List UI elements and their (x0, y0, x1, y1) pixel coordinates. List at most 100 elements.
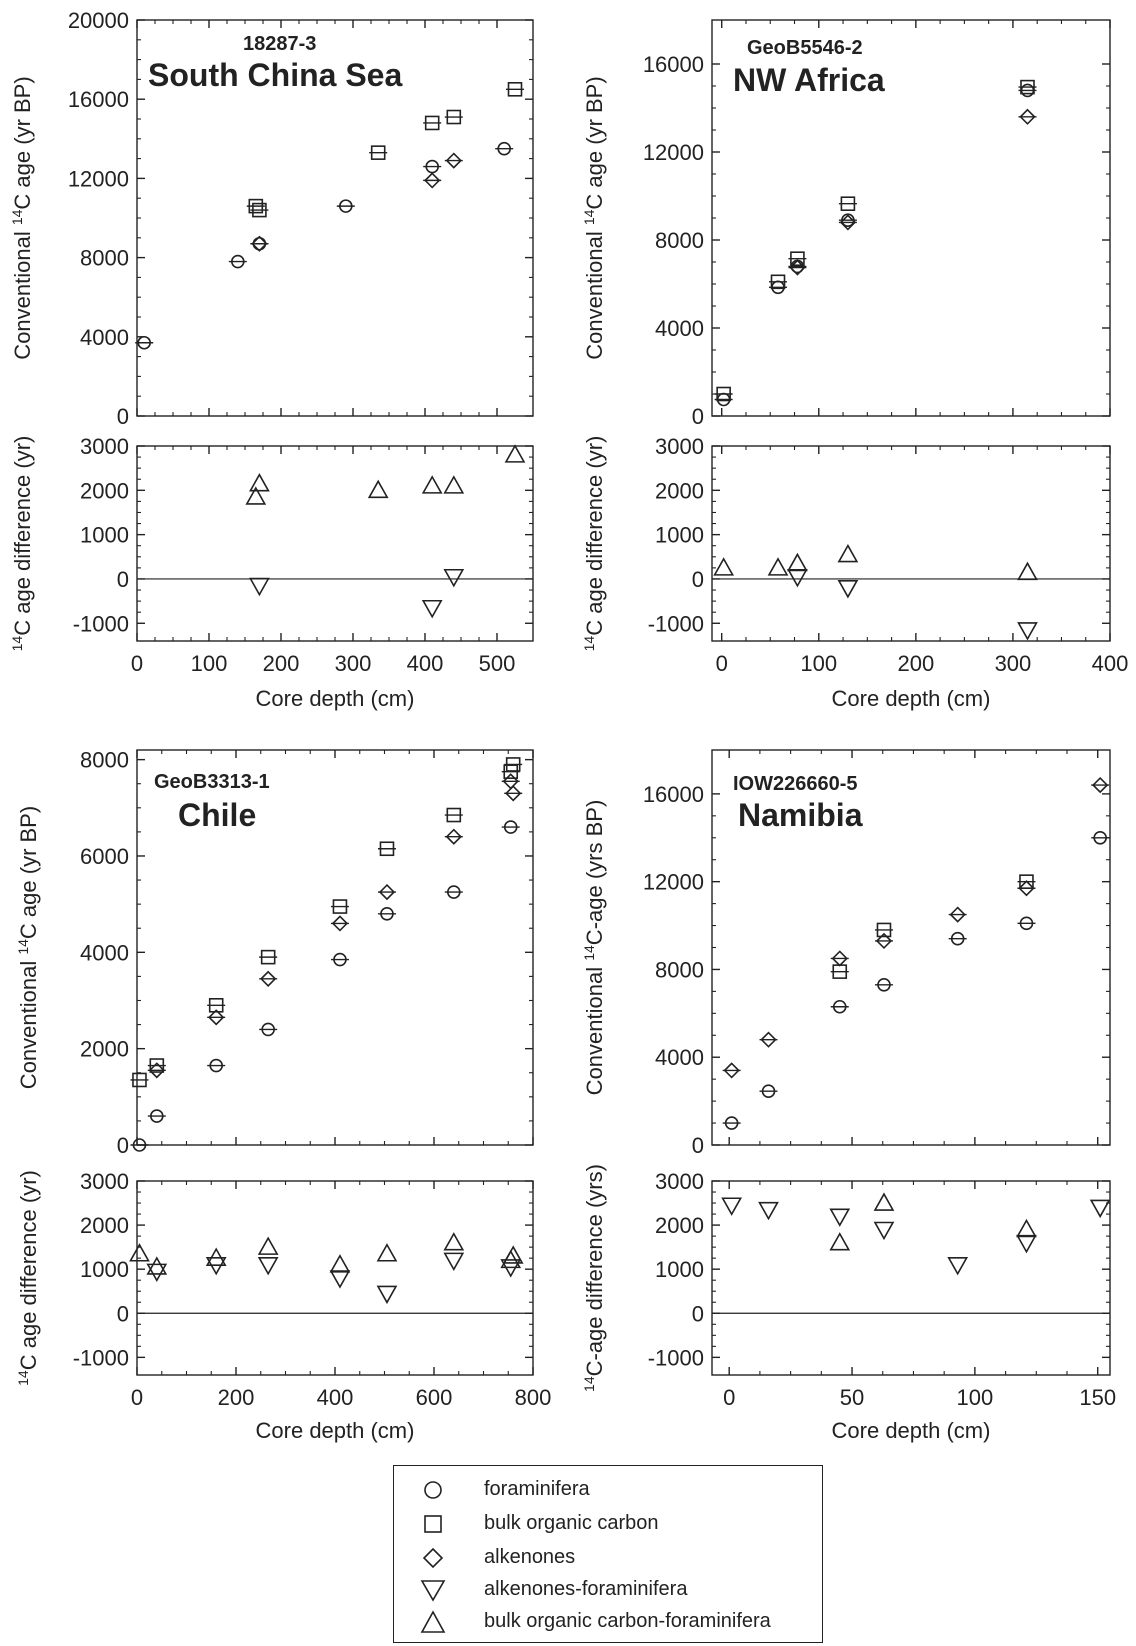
data-point-triangle-down (1017, 622, 1038, 641)
y-tick-label: 4000 (80, 940, 129, 965)
data-point-diamond (760, 1031, 777, 1048)
x-tick-label: 150 (1079, 1385, 1116, 1410)
x-tick-label: 0 (131, 1385, 143, 1410)
data-point-diamond (445, 152, 462, 169)
y-tick-label: 4000 (80, 325, 129, 350)
y-tick-label: 0 (117, 567, 129, 592)
y-tick-label: 4000 (655, 1045, 704, 1070)
y-axis-label: Conventional 14C-age (yrs BP) (581, 800, 607, 1096)
data-point-triangle-down (787, 568, 808, 588)
data-point-triangle-up (502, 1245, 524, 1264)
x-tick-label: 50 (840, 1385, 864, 1410)
x-tick-label: 400 (1092, 651, 1129, 676)
data-point-square (424, 115, 440, 131)
data-point-circle (841, 213, 855, 227)
data-point-square (260, 949, 276, 965)
y-tick-label: 3000 (655, 1169, 704, 1194)
y-tick-label: -1000 (648, 611, 704, 636)
y-tick-label: 1000 (80, 523, 129, 548)
y-tick-label: 2000 (80, 1213, 129, 1238)
data-point-square (132, 1072, 147, 1088)
data-point-triangle-down (249, 577, 270, 597)
data-point-triangle-up (787, 552, 808, 572)
x-tick-label: 300 (995, 651, 1032, 676)
plot-frame (711, 445, 1111, 642)
site-label: IOW226660-5 (733, 773, 858, 795)
data-point-triangle-up (146, 1256, 168, 1275)
x-tick-label: 100 (800, 651, 837, 676)
data-point-square (208, 998, 224, 1013)
data-point-diamond (378, 883, 396, 901)
region-label: Namibia (738, 797, 863, 833)
y-tick-label: -1000 (73, 1345, 129, 1370)
data-point-square (248, 198, 264, 214)
data-point-square (1020, 79, 1035, 95)
data-point-triangle-up (829, 1232, 851, 1251)
data-point-diamond (260, 970, 277, 987)
legend-label: alkenones-foraminifera (484, 1578, 688, 1600)
data-point-triangle-up (504, 444, 526, 463)
data-point-circle (338, 199, 353, 213)
y-tick-label: 6000 (80, 844, 129, 869)
legend-item-alkenones: alkenones (394, 1542, 822, 1574)
data-point-triangle-down (873, 1221, 895, 1241)
data-point-diamond (875, 932, 893, 950)
data-point-circle (446, 885, 461, 899)
y-axis-label: 14C age difference (yr) (581, 436, 607, 652)
region-label: NW Africa (733, 62, 885, 98)
y-tick-label: 2000 (80, 1037, 129, 1062)
y-axis-label: Conventional 14C age (yr BP) (581, 76, 607, 359)
x-tick-label: 600 (416, 1385, 453, 1410)
data-point-triangle-up (129, 1243, 150, 1262)
data-point-circle (761, 1084, 776, 1099)
y-tick-label: -1000 (73, 611, 129, 636)
x-axis-label: Core depth (cm) (256, 686, 415, 711)
y-tick-label: 8000 (80, 246, 129, 271)
data-point-diamond (445, 828, 462, 845)
data-point-circle (1093, 830, 1107, 845)
data-point-triangle-up (257, 1236, 279, 1255)
y-tick-label: 0 (692, 1301, 704, 1326)
data-point-triangle-down (257, 1256, 279, 1276)
data-point-diamond (251, 235, 268, 252)
region-label: Chile (178, 797, 256, 833)
data-point-square (446, 807, 462, 823)
data-point-circle (380, 906, 394, 921)
y-axis-label: Conventional 14C age (yr BP) (9, 76, 35, 359)
legend-item-bulk-organic-carbon-foraminifera: bulk organic carbon-foraminifera (394, 1606, 822, 1638)
data-point-triangle-down (758, 1201, 779, 1221)
y-tick-label: -1000 (648, 1345, 704, 1370)
data-point-diamond (148, 1062, 165, 1079)
y-tick-label: 8000 (80, 748, 129, 773)
data-point-square (876, 922, 892, 938)
data-point-triangle-down (146, 1263, 168, 1283)
data-point-square (840, 196, 856, 211)
data-point-diamond (208, 1009, 225, 1026)
data-point-triangle-up (837, 543, 859, 563)
data-point-square (252, 202, 267, 218)
y-tick-label: 0 (117, 1133, 129, 1158)
x-axis-label: Core depth (cm) (832, 686, 991, 711)
data-point-triangle-down (721, 1197, 743, 1216)
data-point-triangle-down (443, 1252, 465, 1271)
data-point-diamond (424, 172, 441, 189)
y-tick-label: 0 (117, 404, 129, 429)
data-point-circle (877, 978, 891, 992)
data-point-triangle-up (249, 473, 270, 492)
x-tick-label: 0 (716, 651, 728, 676)
legend-label: bulk organic carbon (484, 1512, 659, 1534)
data-point-square (716, 386, 731, 402)
data-point-triangle-down (329, 1270, 351, 1289)
x-tick-label: 800 (515, 1385, 552, 1410)
data-point-square (446, 109, 462, 125)
legend-item-bulk-organic-carbon: bulk organic carbon (394, 1508, 822, 1540)
data-point-triangle-up (767, 557, 789, 576)
data-point-triangle-down (1089, 1199, 1111, 1219)
y-tick-label: 0 (692, 404, 704, 429)
plot-frame (711, 1180, 1111, 1376)
data-point-diamond (505, 785, 522, 802)
y-axis-label: Conventional 14C age (yr BP) (15, 806, 41, 1089)
y-tick-label: 0 (117, 1301, 129, 1326)
data-point-triangle-up (443, 475, 465, 494)
data-point-triangle-up (245, 486, 267, 505)
